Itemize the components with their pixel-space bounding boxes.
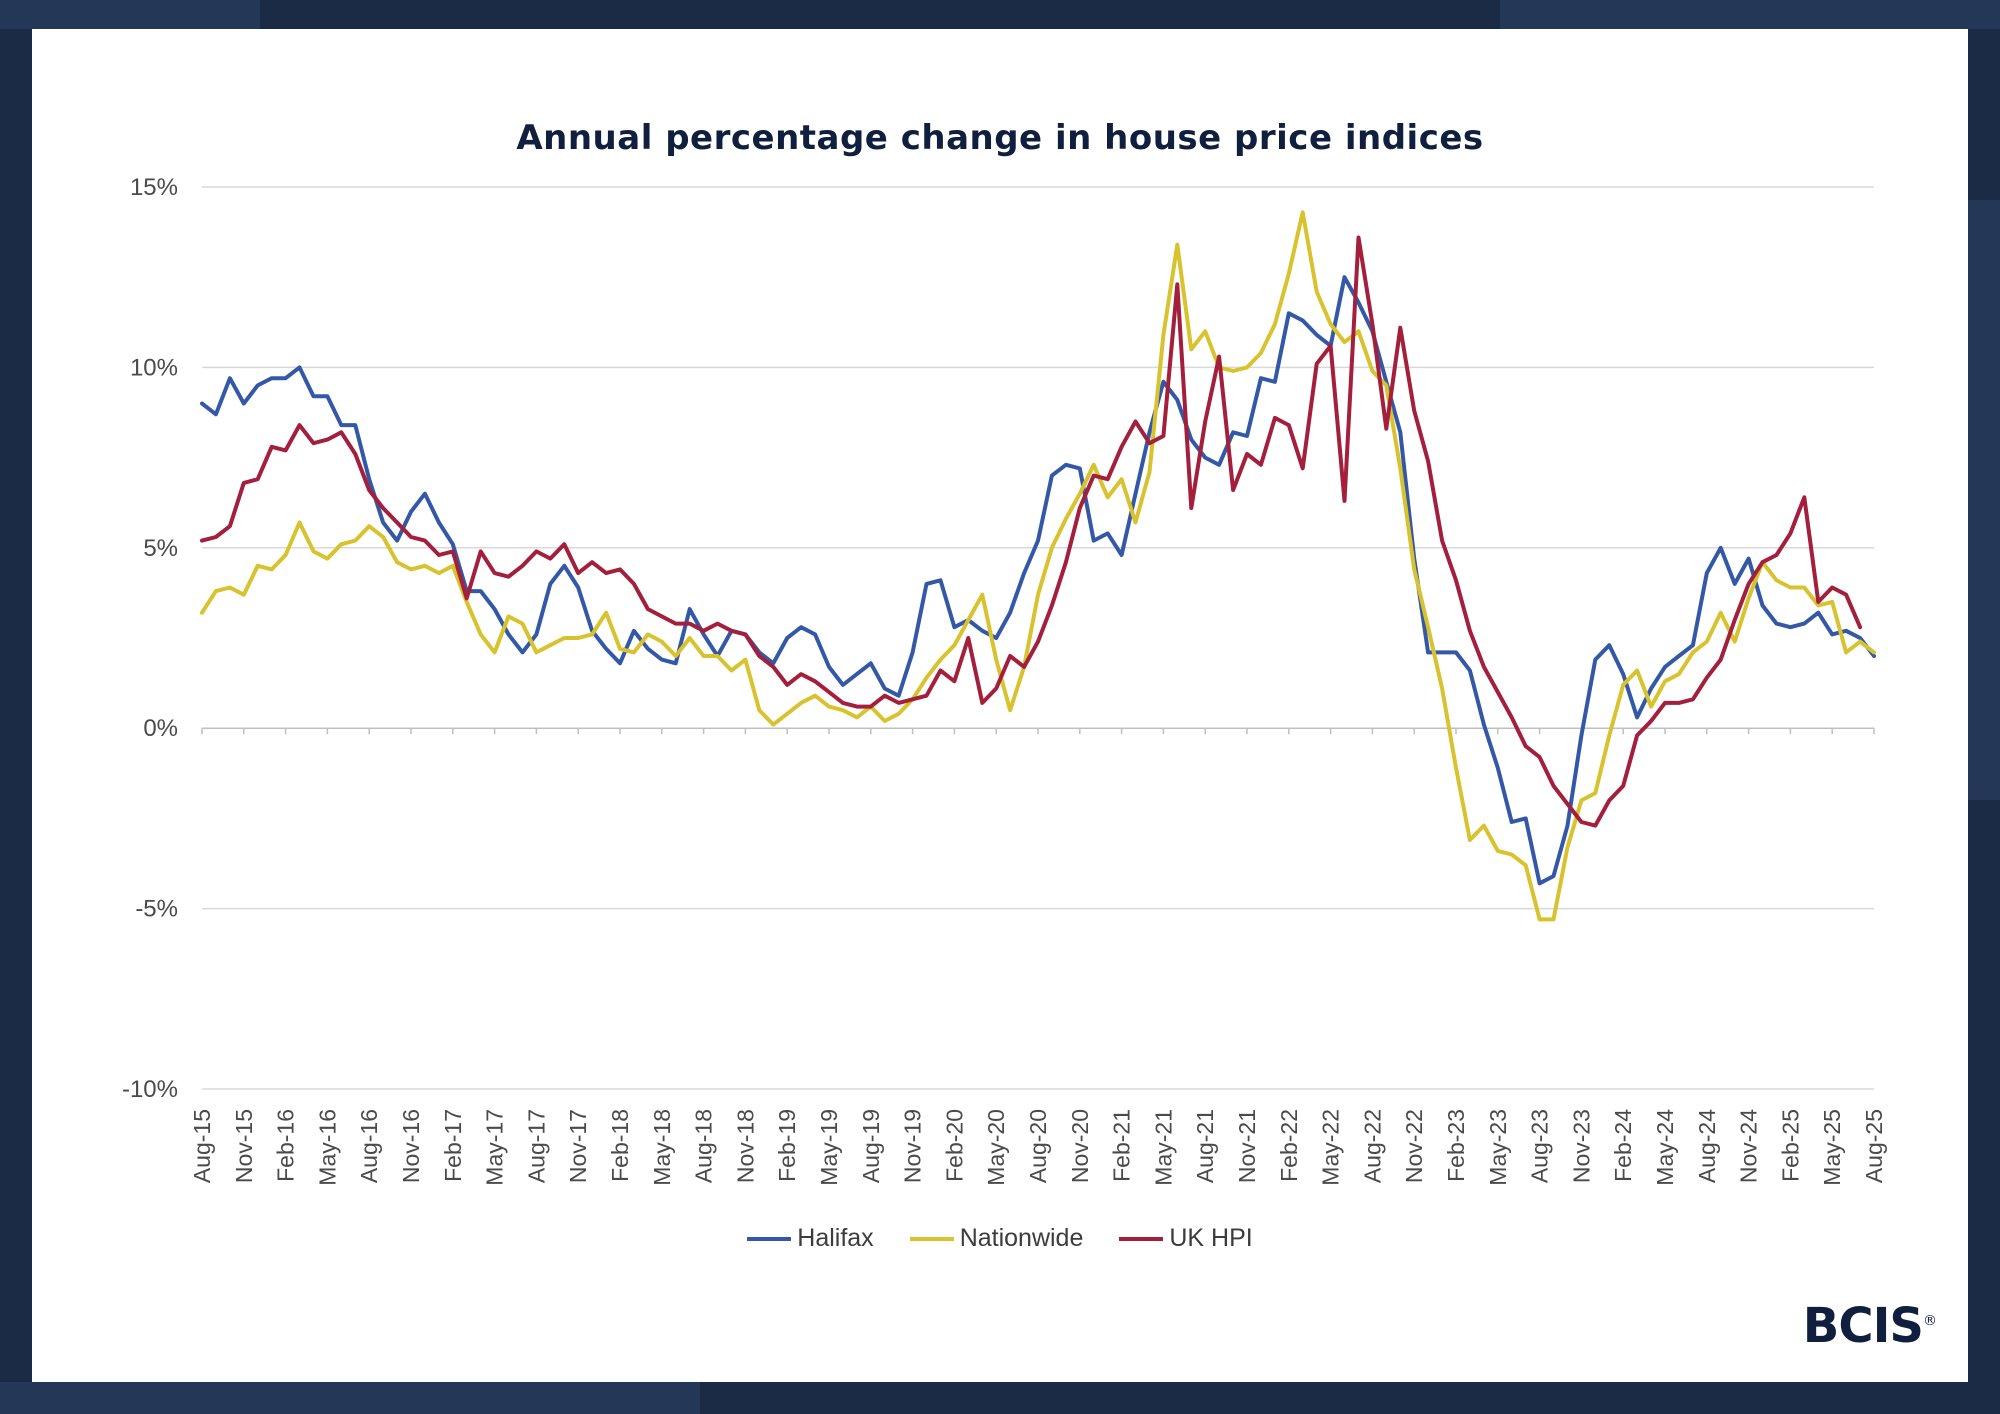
- x-tick-label: Nov-24: [1736, 1109, 1762, 1183]
- background-panel: [1968, 200, 2000, 800]
- y-tick-label: 0%: [143, 715, 178, 742]
- legend-label-halifax: Halifax: [797, 1224, 874, 1252]
- x-tick-label: May-20: [983, 1109, 1009, 1186]
- x-tick-label: May-16: [314, 1109, 340, 1186]
- legend-label-nationwide: Nationwide: [959, 1224, 1084, 1252]
- x-tick-label: Feb-16: [273, 1109, 299, 1182]
- chart-title: Annual percentage change in house price …: [516, 118, 1484, 158]
- x-tick-label: May-24: [1652, 1109, 1678, 1186]
- x-tick-label: Nov-16: [398, 1109, 424, 1183]
- y-tick-label: 15%: [130, 174, 178, 201]
- x-tick-label: May-21: [1150, 1109, 1176, 1186]
- x-tick-label: Aug-25: [1861, 1109, 1887, 1183]
- x-tick-label: Aug-21: [1192, 1109, 1218, 1183]
- x-tick-label: May-23: [1485, 1109, 1511, 1186]
- x-tick-label: Aug-16: [356, 1109, 382, 1183]
- y-tick-label: 10%: [130, 354, 178, 381]
- x-tick-label: Feb-20: [941, 1109, 967, 1182]
- x-tick-label: Aug-18: [691, 1109, 717, 1183]
- x-tick-label: Aug-15: [189, 1109, 215, 1183]
- series-line-nationwide: [200, 210, 1876, 922]
- legend-swatch-uk-hpi: [1119, 1236, 1164, 1241]
- x-tick-label: Feb-24: [1610, 1109, 1636, 1182]
- series-line-uk-hpi: [200, 235, 1863, 828]
- background-panel: [1500, 0, 2000, 29]
- legend-swatch-halifax: [747, 1236, 792, 1241]
- y-tick-label: 5%: [143, 535, 178, 562]
- x-tick-label: Nov-19: [900, 1109, 926, 1183]
- y-axis-ticks: 15% 10% 5% 0% -5% -10%: [122, 174, 178, 1103]
- x-tick-label: Feb-22: [1276, 1109, 1302, 1182]
- x-tick-label: Nov-23: [1568, 1109, 1594, 1183]
- x-tick-label: Nov-22: [1401, 1109, 1427, 1183]
- x-tick-label: May-25: [1819, 1109, 1845, 1186]
- series-line-halifax: [200, 275, 1876, 886]
- x-tick-label: May-22: [1318, 1109, 1344, 1186]
- legend-swatch-nationwide: [909, 1236, 954, 1241]
- x-tick-label: Aug-23: [1527, 1109, 1553, 1183]
- x-tick-label: Nov-21: [1234, 1109, 1260, 1183]
- bcis-logo-text: BCIS: [1802, 1298, 1924, 1354]
- x-tick-label: Aug-19: [858, 1109, 884, 1183]
- x-tick-label: Aug-20: [1025, 1109, 1051, 1183]
- x-tick-label: Aug-24: [1694, 1109, 1720, 1183]
- background-panel: [0, 1382, 700, 1414]
- x-tick-label: Feb-18: [607, 1109, 633, 1182]
- x-tick-label: May-18: [649, 1109, 675, 1186]
- x-tick-label: Feb-25: [1777, 1109, 1803, 1182]
- x-axis-ticks: Aug-15 Nov-15 Feb-16 May-16 Aug-16 Nov-16 Feb-…: [189, 728, 1887, 1186]
- x-tick-label: May-19: [816, 1109, 842, 1186]
- x-tick-label: Aug-22: [1359, 1109, 1385, 1183]
- y-tick-label: -5%: [135, 896, 178, 923]
- series-group: [200, 210, 1876, 922]
- x-tick-label: Nov-18: [732, 1109, 758, 1183]
- x-tick-label: Feb-17: [440, 1109, 466, 1182]
- legend-label-uk-hpi: UK HPI: [1169, 1224, 1253, 1252]
- x-tick-label: Feb-23: [1443, 1109, 1469, 1182]
- legend: Halifax Nationwide UK HPI: [0, 1224, 2000, 1253]
- x-tick-label: Feb-21: [1109, 1109, 1135, 1182]
- background-panel: [0, 0, 260, 29]
- x-tick-label: Nov-17: [565, 1109, 591, 1183]
- x-tick-label: Nov-15: [231, 1109, 257, 1183]
- x-tick-label: May-17: [482, 1109, 508, 1186]
- x-tick-label: Nov-20: [1067, 1109, 1093, 1183]
- legend-item-halifax: Halifax: [747, 1224, 874, 1253]
- x-tick-label: Feb-19: [774, 1109, 800, 1182]
- registered-mark: ®: [1923, 1313, 1937, 1329]
- bcis-logo: BCIS®: [1802, 1298, 1937, 1354]
- legend-item-uk-hpi: UK HPI: [1119, 1224, 1253, 1253]
- x-tick-label: Aug-17: [523, 1109, 549, 1183]
- chart-card: [32, 29, 1968, 1382]
- legend-item-nationwide: Nationwide: [909, 1224, 1084, 1253]
- y-tick-label: -10%: [122, 1076, 178, 1103]
